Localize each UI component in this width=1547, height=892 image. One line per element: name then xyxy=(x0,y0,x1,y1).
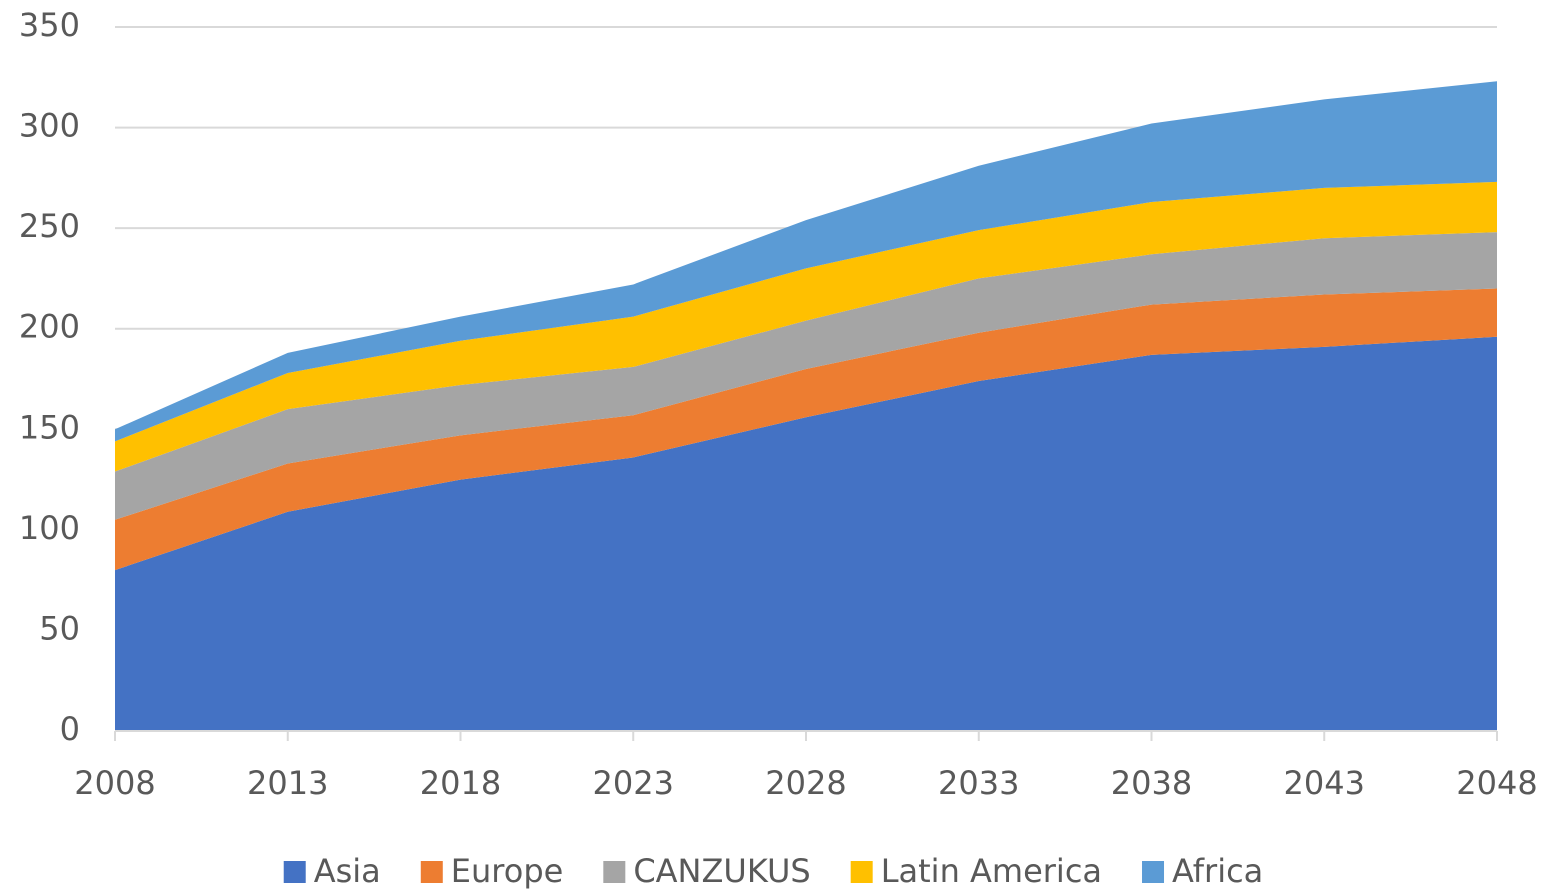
legend-label: CANZUKUS xyxy=(633,852,810,890)
x-tick-label: 2048 xyxy=(1456,764,1537,802)
y-tick-label: 50 xyxy=(39,609,80,647)
x-tick-label: 2028 xyxy=(765,764,846,802)
y-tick-label: 250 xyxy=(19,207,80,245)
x-tick-label: 2008 xyxy=(74,764,155,802)
legend-swatch xyxy=(283,861,306,883)
legend-swatch xyxy=(1142,861,1165,883)
legend-label: Asia xyxy=(314,852,381,890)
x-tick-label: 2043 xyxy=(1284,764,1365,802)
area xyxy=(115,232,1497,520)
area xyxy=(115,181,1497,472)
x-tick-label: 2013 xyxy=(247,764,328,802)
legend-swatch xyxy=(850,861,873,883)
area xyxy=(115,288,1497,571)
y-tick-label: 200 xyxy=(19,308,80,346)
legend-swatch xyxy=(603,861,626,883)
x-tick-label: 2033 xyxy=(938,764,1019,802)
y-tick-label: 150 xyxy=(19,408,80,446)
y-tick-label: 300 xyxy=(19,107,80,145)
y-tick-label: 0 xyxy=(60,710,80,748)
area xyxy=(115,81,1497,442)
x-tick-label: 2018 xyxy=(420,764,501,802)
x-tick-label: 2023 xyxy=(593,764,674,802)
y-tick-label: 100 xyxy=(19,509,80,547)
area xyxy=(115,336,1497,731)
y-tick-label: 350 xyxy=(19,6,80,44)
legend-label: Europe xyxy=(451,852,564,890)
legend-label: Africa xyxy=(1172,852,1263,890)
legend-swatch xyxy=(420,861,443,883)
legend-label: Latin America xyxy=(881,852,1102,890)
x-tick-label: 2038 xyxy=(1111,764,1192,802)
